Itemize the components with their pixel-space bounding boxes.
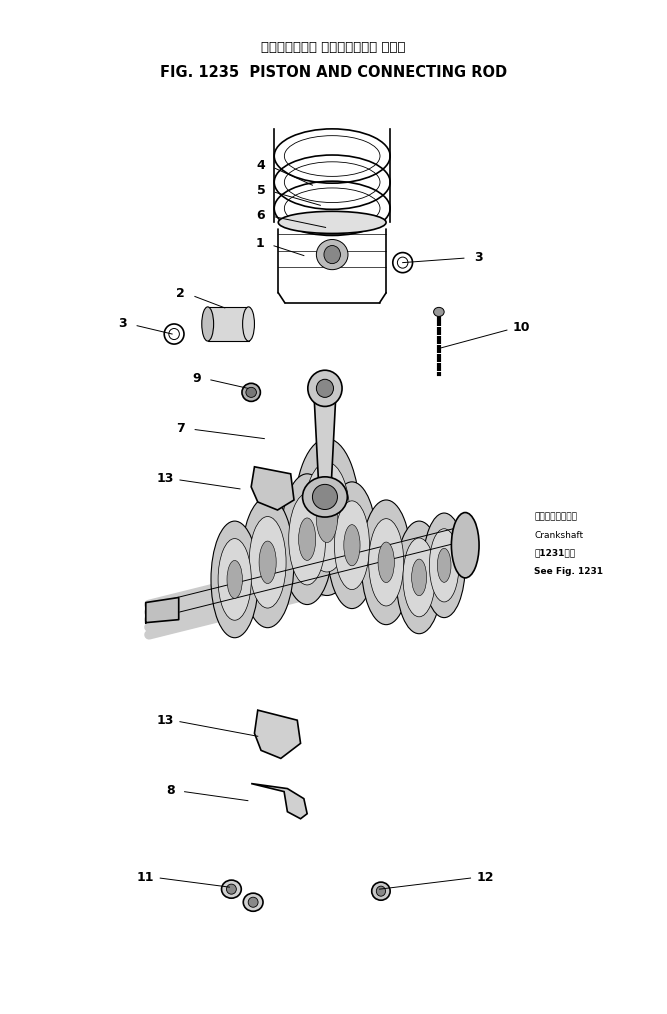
Ellipse shape: [249, 516, 286, 608]
Ellipse shape: [221, 880, 241, 898]
Text: 図1231参照: 図1231参照: [534, 549, 576, 558]
Ellipse shape: [361, 500, 412, 625]
Ellipse shape: [307, 370, 342, 407]
Ellipse shape: [246, 387, 256, 397]
Ellipse shape: [304, 462, 350, 572]
Ellipse shape: [412, 559, 427, 595]
Polygon shape: [254, 710, 301, 758]
Ellipse shape: [369, 519, 404, 606]
Ellipse shape: [242, 383, 260, 402]
Ellipse shape: [281, 474, 334, 604]
Text: 7: 7: [176, 422, 185, 435]
Ellipse shape: [327, 482, 377, 608]
Ellipse shape: [403, 538, 436, 617]
Text: 4: 4: [257, 158, 265, 171]
Ellipse shape: [316, 492, 338, 542]
Text: ピストンおよび コネクティング ロッド: ピストンおよび コネクティング ロッド: [261, 41, 406, 54]
Polygon shape: [146, 597, 179, 623]
Text: 12: 12: [476, 871, 494, 883]
Ellipse shape: [227, 884, 236, 894]
Ellipse shape: [243, 893, 263, 912]
Ellipse shape: [396, 521, 442, 634]
Text: 8: 8: [166, 784, 175, 797]
Text: Crankshaft: Crankshaft: [534, 530, 584, 539]
Text: FIG. 1235  PISTON AND CONNECTING ROD: FIG. 1235 PISTON AND CONNECTING ROD: [160, 65, 507, 80]
Text: See Fig. 1231: See Fig. 1231: [534, 567, 604, 576]
Ellipse shape: [211, 521, 258, 638]
Ellipse shape: [452, 512, 479, 578]
Text: 1: 1: [255, 237, 264, 250]
Polygon shape: [305, 403, 345, 499]
Text: 13: 13: [157, 473, 174, 486]
Ellipse shape: [430, 528, 459, 602]
Ellipse shape: [438, 549, 451, 582]
Text: 3: 3: [474, 251, 483, 264]
Text: 9: 9: [192, 372, 201, 384]
Ellipse shape: [259, 541, 276, 583]
FancyBboxPatch shape: [207, 307, 249, 341]
Ellipse shape: [201, 307, 213, 341]
Ellipse shape: [227, 561, 242, 598]
Ellipse shape: [289, 494, 325, 585]
Text: 6: 6: [257, 209, 265, 222]
Ellipse shape: [344, 524, 360, 566]
Ellipse shape: [334, 501, 370, 589]
Text: クランクシャフト: クランクシャフト: [534, 512, 578, 521]
Text: 2: 2: [176, 287, 185, 300]
Ellipse shape: [434, 307, 444, 316]
Ellipse shape: [312, 485, 338, 509]
Text: 13: 13: [157, 714, 174, 727]
Text: 11: 11: [137, 871, 155, 883]
Ellipse shape: [294, 439, 360, 595]
Ellipse shape: [299, 518, 315, 561]
Ellipse shape: [218, 538, 251, 621]
Ellipse shape: [278, 211, 386, 233]
Polygon shape: [251, 784, 307, 818]
Ellipse shape: [376, 886, 386, 896]
Ellipse shape: [303, 477, 348, 517]
Ellipse shape: [241, 497, 294, 628]
Text: 5: 5: [257, 184, 265, 197]
Text: 3: 3: [119, 317, 127, 331]
Ellipse shape: [243, 307, 254, 341]
Text: 10: 10: [512, 321, 530, 335]
Polygon shape: [251, 466, 294, 510]
Ellipse shape: [372, 882, 390, 900]
Ellipse shape: [316, 239, 348, 270]
Ellipse shape: [324, 245, 340, 264]
Ellipse shape: [248, 897, 258, 908]
Ellipse shape: [423, 513, 466, 618]
Ellipse shape: [316, 379, 334, 397]
Ellipse shape: [378, 542, 394, 583]
